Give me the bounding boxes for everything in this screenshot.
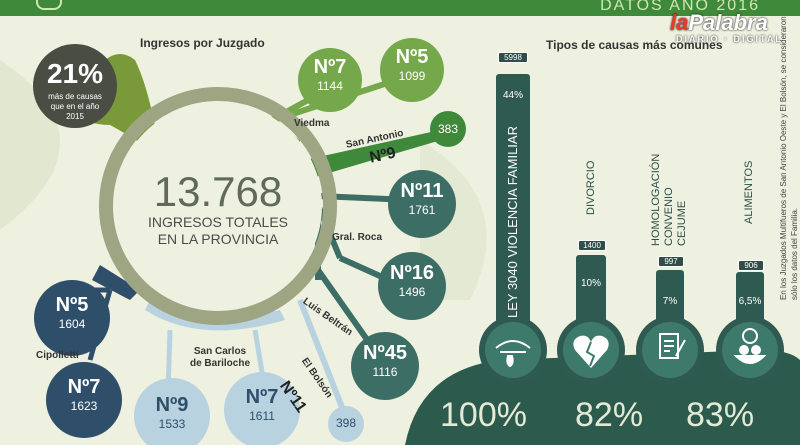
- eye-tear-icon: [495, 340, 531, 368]
- header-title: DATOS AÑO 2016: [600, 0, 760, 14]
- place-bariloche: San Carlos de Bariloche: [178, 346, 262, 370]
- cause-name-line: CEJUME: [676, 200, 688, 246]
- court-san-antonio-value: 383: [430, 122, 466, 136]
- pct-label: 10%: [580, 278, 601, 289]
- total-label: INGRESOS TOTALES EN LA PROVINCIA: [98, 214, 338, 248]
- court-value: 1604: [58, 317, 86, 331]
- court-bariloche-7: Nº7 1611: [224, 386, 300, 423]
- lapalabra-logo: laPalabra: [670, 10, 768, 35]
- court-value: 1116: [372, 365, 398, 379]
- place-bariloche-line2: de Bariloche: [189, 358, 251, 369]
- cause-name-violencia: LEY 3040 VIOLENCIA FAMILIAR: [505, 126, 520, 318]
- place-viedma: Viedma: [294, 118, 330, 129]
- court-viedma-7: Nº7 1144: [298, 56, 362, 93]
- court-viedma-5: Nº5 1099: [380, 46, 444, 83]
- court-value: 1761: [408, 203, 436, 217]
- total-ring: [99, 87, 337, 325]
- court-label: Nº16: [390, 262, 434, 284]
- header-bar: DATOS AÑO 2016: [0, 0, 800, 16]
- court-logo-icon: [36, 0, 62, 10]
- court-cipolletti-7: Nº7 1623: [46, 376, 122, 413]
- cause-name-line: CONVENIO: [663, 187, 675, 246]
- court-value: 1533: [158, 417, 186, 431]
- place-cipolletti: Cipolletti: [36, 350, 79, 361]
- lapalabra-tagline: DIARIO · DIGITAL: [676, 34, 783, 44]
- total-label-line2: EN LA PROVINCIA: [157, 231, 279, 247]
- cause-name-divorcio: DIVORCIO: [585, 160, 597, 215]
- big-pct: 83%: [686, 396, 755, 434]
- count-tag: 5998: [498, 52, 528, 63]
- court-beltran-45: Nº45 1116: [351, 342, 419, 379]
- court-label: Nº5: [55, 294, 89, 316]
- court-label: Nº7: [67, 376, 101, 398]
- court-label: Nº5: [395, 46, 429, 68]
- document-sign-icon: [659, 333, 686, 359]
- court-label: Nº11: [400, 180, 444, 202]
- pct-label: 6,5%: [738, 296, 762, 307]
- tipos-title: Tipos de causas más comunes: [546, 38, 723, 52]
- broken-heart-icon: [573, 335, 609, 368]
- big-pct: 82%: [575, 396, 644, 434]
- count-tag: 997: [658, 256, 684, 267]
- big-pct: 100%: [440, 396, 527, 434]
- pct-label: 7%: [662, 296, 678, 307]
- place-gral-roca: Gral. Roca: [332, 232, 383, 243]
- court-value: 1099: [398, 69, 426, 83]
- total-value: 13.768: [153, 168, 283, 215]
- callout-circle: [33, 44, 117, 128]
- court-value: 1623: [70, 399, 98, 413]
- ingresos-title: Ingresos por Juzgado: [140, 36, 265, 50]
- court-roca-11: Nº11 1761: [388, 180, 456, 217]
- court-label: Nº7: [245, 386, 279, 408]
- court-bolson-value: 398: [335, 416, 357, 430]
- court-label: Nº9: [155, 394, 189, 416]
- court-label: Nº45: [363, 342, 407, 364]
- court-value: 1496: [398, 285, 426, 299]
- court-value: 383: [437, 122, 459, 136]
- pct-label: 44%: [502, 90, 523, 101]
- place-bariloche-line1: San Carlos: [193, 346, 247, 357]
- food-money-icon: [733, 328, 767, 364]
- court-roca-16: Nº16 1496: [378, 262, 446, 299]
- count-tag: 1400: [578, 240, 606, 251]
- court-value: 1144: [317, 79, 343, 93]
- side-note: En los Juzgados Multifueros de San Anton…: [779, 16, 799, 300]
- callout-pct: 21%: [46, 58, 104, 89]
- callout-text: más de causas que en el año 2015: [48, 92, 102, 121]
- court-cipolletti-5: Nº5 1604: [34, 294, 110, 331]
- cause-name-homologacion: HOMOLOGACIÓN CONVENIO CEJUME: [650, 154, 689, 246]
- court-label: Nº7: [313, 56, 347, 78]
- court-value: 1611: [249, 409, 275, 423]
- count-tag: 906: [738, 260, 764, 271]
- total-label-line1: INGRESOS TOTALES: [147, 214, 289, 230]
- court-bariloche-9: Nº9 1533: [134, 394, 210, 431]
- cause-name-alimentos: ALIMENTOS: [743, 160, 755, 224]
- cause-name-line: HOMOLOGACIÓN: [650, 153, 662, 246]
